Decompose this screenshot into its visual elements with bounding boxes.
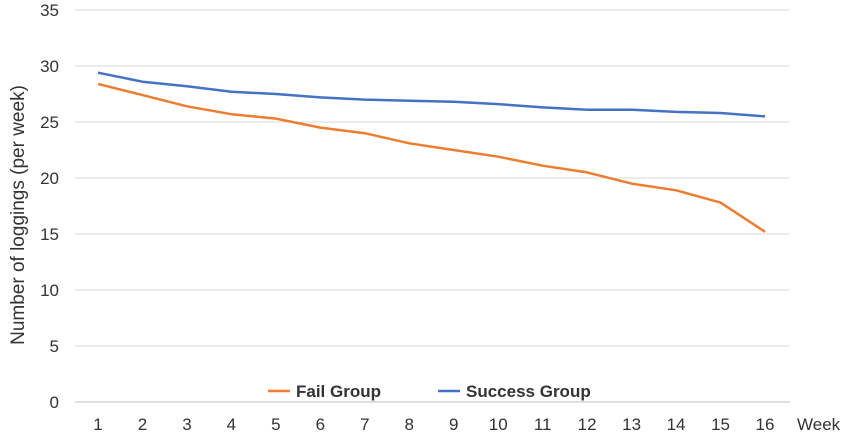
x-axis-title: Week — [797, 415, 841, 432]
series-lines — [97, 71, 766, 233]
y-tick-label: 5 — [50, 337, 59, 356]
x-tick-label: 1 — [93, 415, 102, 432]
legend: Fail Group Success Group — [268, 382, 591, 401]
x-tick-label: 6 — [316, 415, 325, 432]
y-tick-label: 25 — [40, 113, 59, 132]
x-tick-label: 3 — [182, 415, 191, 432]
x-tick-label: 16 — [756, 415, 775, 432]
legend-label-fail: Fail Group — [296, 382, 381, 401]
x-tick-label: 14 — [667, 415, 686, 432]
y-tick-label: 20 — [40, 169, 59, 188]
x-tick-label: 8 — [405, 415, 414, 432]
series-line-success-group — [97, 71, 766, 118]
x-tick-label: 9 — [449, 415, 458, 432]
x-tick-label: 2 — [138, 415, 147, 432]
x-tick-label: 12 — [578, 415, 597, 432]
x-tick-label: 4 — [227, 415, 236, 432]
x-axis-ticks: 1 2 3 4 5 6 7 8 9 10 11 12 13 14 15 16 — [93, 415, 774, 432]
y-tick-label: 10 — [40, 281, 59, 300]
x-tick-label: 15 — [711, 415, 730, 432]
y-tick-label: 35 — [40, 1, 59, 20]
y-tick-label: 0 — [50, 393, 59, 412]
x-tick-label: 13 — [622, 415, 641, 432]
series-line-fail-group — [97, 82, 766, 233]
x-tick-label: 10 — [489, 415, 508, 432]
legend-label-success: Success Group — [466, 382, 591, 401]
x-tick-label: 5 — [271, 415, 280, 432]
y-axis-ticks: 0 5 10 15 20 25 30 35 — [40, 1, 59, 412]
x-tick-label: 11 — [534, 415, 552, 432]
y-tick-label: 15 — [40, 225, 59, 244]
y-axis-title: Number of loggings (per week) — [8, 85, 29, 345]
y-tick-label: 30 — [40, 57, 59, 76]
gridlines — [75, 9, 790, 403]
x-tick-label: 7 — [360, 415, 369, 432]
